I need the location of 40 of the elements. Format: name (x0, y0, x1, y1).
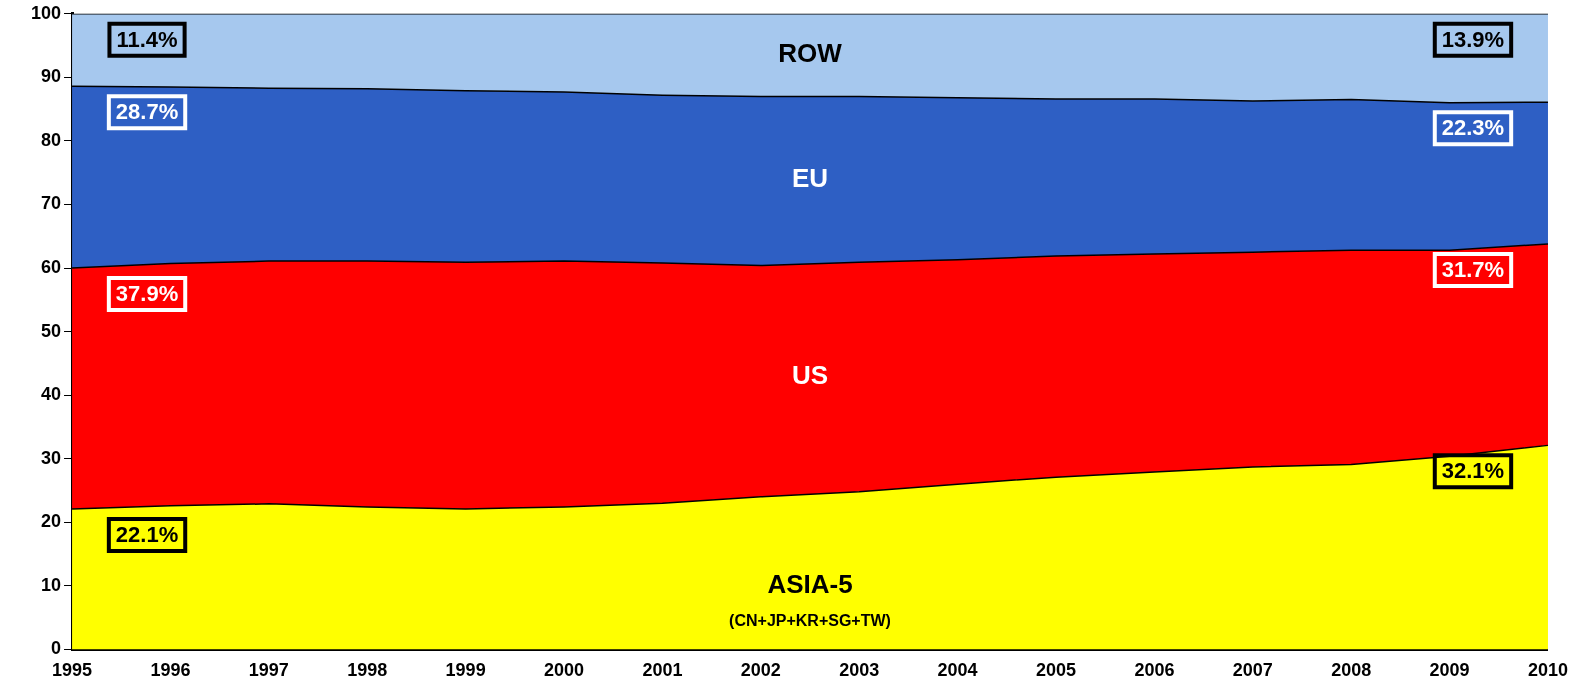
y-tick-label: 100 (30, 2, 62, 23)
annotation: 11.4% (116, 26, 178, 52)
x-tick-label: 1997 (248, 660, 289, 681)
y-tick-label: 80 (41, 129, 62, 150)
x-tick-label: 2001 (642, 660, 683, 681)
x-tick-label: 2002 (740, 660, 781, 681)
series-label: EU (791, 162, 829, 193)
annotation: 28.7% (115, 99, 179, 125)
x-tick-label: 1996 (150, 660, 191, 681)
x-tick-label: 2006 (1134, 660, 1175, 681)
y-tick-label: 90 (41, 66, 62, 87)
annotation: 37.9% (115, 281, 179, 307)
x-tick-label: 2009 (1429, 660, 1470, 681)
y-tick-label: 50 (41, 320, 62, 341)
series-label: ASIA-5 (767, 568, 853, 599)
annotation: 22.1% (115, 521, 179, 547)
series-label: US (791, 360, 829, 391)
y-tick-label: 70 (41, 193, 62, 214)
y-tick-label: 40 (41, 384, 62, 405)
y-tick-label: 10 (41, 574, 62, 595)
annotation: 22.3% (1441, 115, 1505, 141)
annotation: 32.1% (1441, 458, 1505, 484)
x-tick-label: 2007 (1232, 660, 1273, 681)
annotation: 13.9% (1441, 26, 1505, 52)
x-tick-label: 2008 (1331, 660, 1372, 681)
x-tick-label: 1995 (52, 660, 93, 681)
y-tick-label: 0 (51, 638, 62, 659)
annotation: 31.7% (1441, 256, 1505, 282)
x-tick-label: 2000 (543, 660, 585, 681)
y-tick-label: 30 (41, 447, 62, 468)
x-tick-label: 2010 (1527, 660, 1568, 681)
x-tick-label: 1998 (347, 660, 388, 681)
x-tick-label: 1999 (445, 660, 486, 681)
x-tick-label: 2003 (839, 660, 880, 681)
y-tick-label: 20 (41, 511, 62, 532)
x-tick-label: 2005 (1035, 660, 1077, 681)
series-label: ROW (778, 38, 843, 69)
x-tick-label: 2004 (937, 660, 978, 681)
y-tick-label: 60 (41, 257, 62, 278)
annotation: (CN+JP+KR+SG+TW) (729, 611, 891, 629)
